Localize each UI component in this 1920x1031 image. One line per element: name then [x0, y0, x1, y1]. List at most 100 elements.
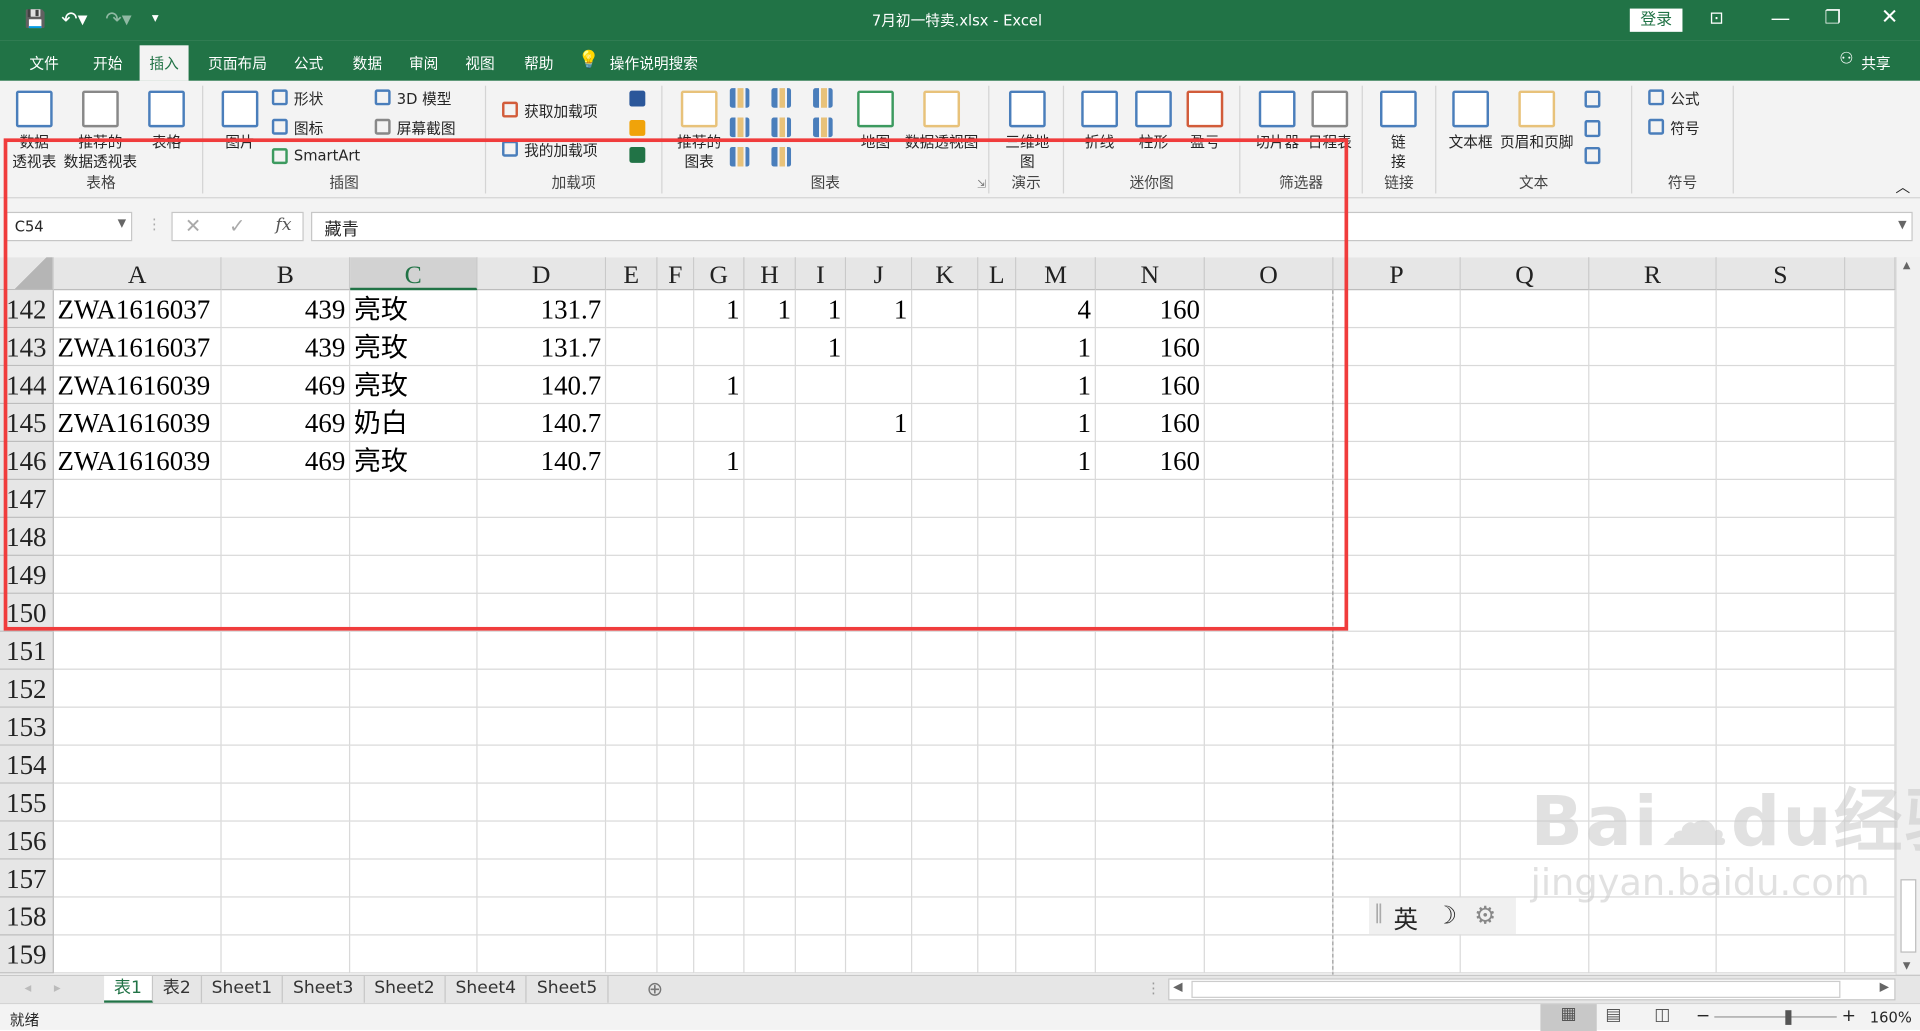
cell-L146[interactable]	[978, 442, 1017, 481]
cell-F147[interactable]	[657, 480, 695, 518]
column-header-O[interactable]: O	[1204, 257, 1334, 291]
cell-K145[interactable]	[912, 404, 979, 443]
cell-J147[interactable]	[846, 480, 913, 518]
cell-G157[interactable]	[694, 859, 745, 898]
cell-O153[interactable]	[1204, 707, 1334, 746]
cell-K143[interactable]	[912, 328, 979, 367]
cell-F143[interactable]	[657, 328, 695, 367]
cell-S143[interactable]	[1716, 328, 1846, 367]
cell-F156[interactable]	[657, 821, 695, 860]
cell-S152[interactable]	[1716, 669, 1846, 708]
cell-H151[interactable]	[744, 631, 796, 670]
cell[interactable]	[1845, 821, 1896, 860]
cell-K148[interactable]	[912, 517, 979, 556]
cell-K159[interactable]	[912, 935, 979, 974]
cell-K157[interactable]	[912, 859, 979, 898]
column-header-P[interactable]: P	[1333, 257, 1461, 291]
cell-F157[interactable]	[657, 859, 695, 898]
cell-H146[interactable]	[744, 442, 796, 481]
cell-M151[interactable]	[1016, 631, 1096, 670]
sheet-tab-Sheet4[interactable]: Sheet4	[446, 975, 528, 1003]
cell-H148[interactable]	[744, 517, 796, 556]
slicer-button[interactable]: 切片器	[1249, 88, 1305, 174]
cell-P145[interactable]	[1333, 404, 1461, 443]
cell-M159[interactable]	[1016, 935, 1096, 974]
cell-G143[interactable]	[694, 328, 745, 367]
cell[interactable]	[1845, 897, 1896, 936]
sparkline-line-button[interactable]: 折线	[1078, 88, 1122, 174]
cell-R156[interactable]	[1589, 821, 1717, 860]
cell-F142[interactable]	[657, 290, 695, 329]
cell-J158[interactable]	[846, 897, 913, 936]
share-button[interactable]: 共享	[1861, 55, 1891, 73]
cell-A150[interactable]	[53, 593, 222, 632]
cell-M145[interactable]: 1	[1016, 404, 1096, 443]
cell-Q151[interactable]	[1460, 631, 1590, 670]
cell-N158[interactable]	[1095, 897, 1205, 936]
zoom-out-button[interactable]: −	[1695, 1006, 1711, 1027]
cell-K153[interactable]	[912, 707, 979, 746]
cell-M143[interactable]: 1	[1016, 328, 1096, 367]
column-header-D[interactable]: D	[477, 257, 607, 291]
cell-M156[interactable]	[1016, 821, 1096, 860]
cell-I146[interactable]	[795, 442, 847, 481]
cell-L142[interactable]	[978, 290, 1017, 329]
tab-3[interactable]: 页面布局	[208, 55, 267, 73]
maps-button[interactable]: 地图	[857, 88, 894, 174]
cell-O158[interactable]	[1204, 897, 1334, 936]
cell-G147[interactable]	[694, 480, 745, 518]
cell-R145[interactable]	[1589, 404, 1717, 443]
sheet-tab-Sheet5[interactable]: Sheet5	[527, 975, 609, 1003]
cell-G156[interactable]	[694, 821, 745, 860]
cell-J142[interactable]: 1	[846, 290, 913, 329]
cell-F158[interactable]	[657, 897, 695, 936]
cell-S159[interactable]	[1716, 935, 1846, 974]
cell-L147[interactable]	[978, 480, 1017, 518]
cell-N144[interactable]: 160	[1095, 366, 1205, 405]
cell-L148[interactable]	[978, 517, 1017, 556]
cell-C144[interactable]: 亮玫	[350, 366, 478, 405]
hscroll-thumb[interactable]	[1191, 980, 1841, 998]
cell-L144[interactable]	[978, 366, 1017, 405]
cell-O155[interactable]	[1204, 783, 1334, 822]
cell-I148[interactable]	[795, 517, 847, 556]
cell-M150[interactable]	[1016, 593, 1096, 632]
pivot-table-button[interactable]: 数据 透视表	[10, 88, 59, 174]
cell[interactable]	[1845, 935, 1896, 974]
undo-icon[interactable]: ↶▾	[61, 7, 88, 31]
cell-E159[interactable]	[606, 935, 658, 974]
column-header-I[interactable]: I	[795, 257, 847, 291]
textbox-button[interactable]: 文本框	[1445, 88, 1496, 174]
cell-J145[interactable]: 1	[846, 404, 913, 443]
zoom-slider-thumb[interactable]	[1785, 1010, 1792, 1025]
cell-C159[interactable]	[350, 935, 478, 974]
cell-S157[interactable]	[1716, 859, 1846, 898]
cell-F144[interactable]	[657, 366, 695, 405]
cell-A144[interactable]: ZWA1616039	[53, 366, 222, 405]
cell-K142[interactable]	[912, 290, 979, 329]
cell-Q147[interactable]	[1460, 480, 1590, 518]
cell-N150[interactable]	[1095, 593, 1205, 632]
cell-R147[interactable]	[1589, 480, 1717, 518]
ribbon-display-icon[interactable]: ⊡	[1709, 8, 1724, 29]
cell-I156[interactable]	[795, 821, 847, 860]
cell-O154[interactable]	[1204, 745, 1334, 784]
chart-type-icon[interactable]	[729, 88, 750, 108]
cell-K149[interactable]	[912, 555, 979, 594]
enter-icon[interactable]: ✓	[228, 214, 246, 238]
tab-1[interactable]: 开始	[93, 55, 123, 73]
addin-app-icon[interactable]	[629, 120, 646, 136]
tab-5[interactable]: 数据	[352, 55, 383, 73]
cell-H159[interactable]	[744, 935, 796, 974]
cell-I150[interactable]	[795, 593, 847, 632]
cell-S153[interactable]	[1716, 707, 1846, 746]
cell-A159[interactable]	[53, 935, 222, 974]
cell-S142[interactable]	[1716, 290, 1846, 329]
cell[interactable]	[1845, 328, 1896, 367]
cell-R142[interactable]	[1589, 290, 1717, 329]
cell-A158[interactable]	[53, 897, 222, 936]
cell-G148[interactable]	[694, 517, 745, 556]
cell-I145[interactable]	[795, 404, 847, 443]
row-header[interactable]: 143	[0, 328, 54, 367]
tab-8[interactable]: 帮助	[524, 55, 554, 73]
